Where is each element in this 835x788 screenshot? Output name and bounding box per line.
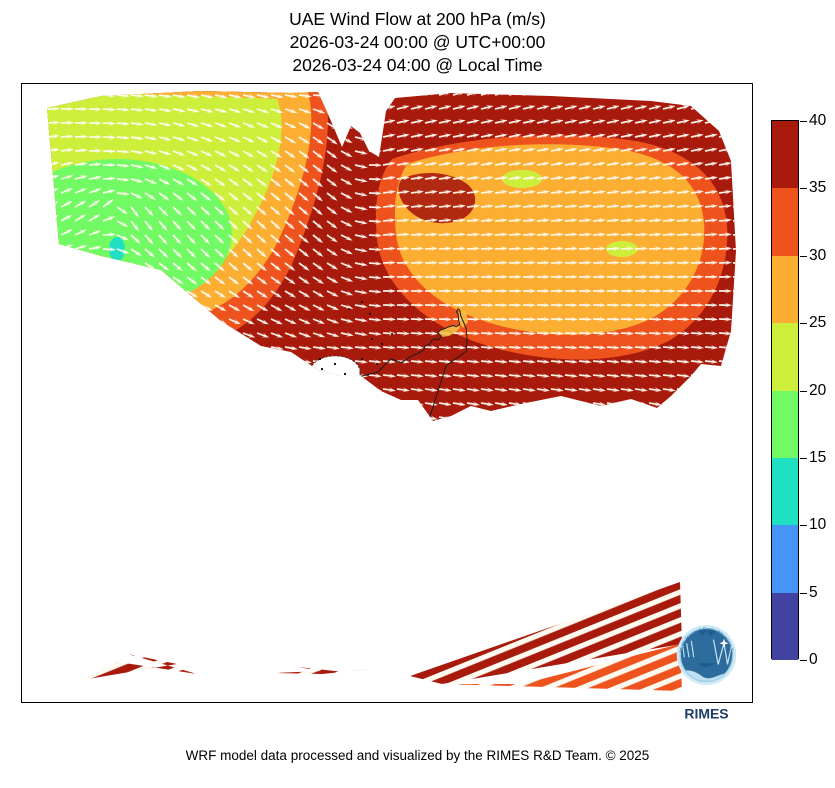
svg-text:RIMES: RIMES: [684, 706, 728, 722]
